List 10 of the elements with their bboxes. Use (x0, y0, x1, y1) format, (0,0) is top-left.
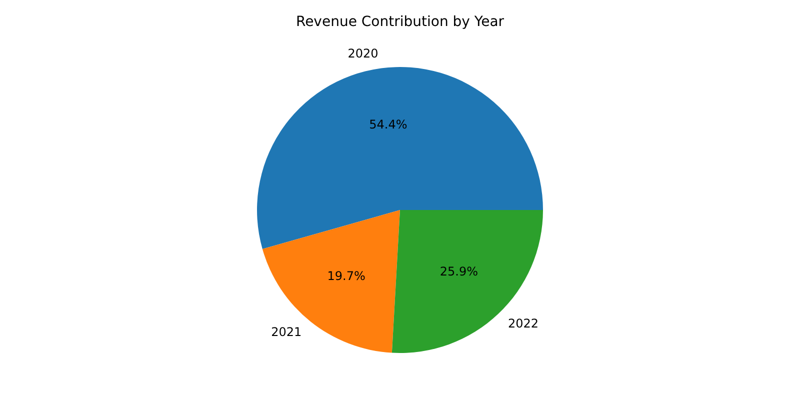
slice-label: 2021 (271, 325, 302, 340)
pie-slice (392, 210, 543, 353)
chart-title: Revenue Contribution by Year (296, 14, 504, 30)
pie-slice (262, 210, 400, 353)
data-label: 19.7% (327, 269, 366, 284)
slice-label: 2020 (348, 46, 378, 60)
pie-slice (257, 67, 543, 250)
data-label: 54.4% (369, 117, 408, 132)
data-label: 25.9% (440, 264, 478, 279)
slice-label: 2022 (508, 316, 539, 331)
